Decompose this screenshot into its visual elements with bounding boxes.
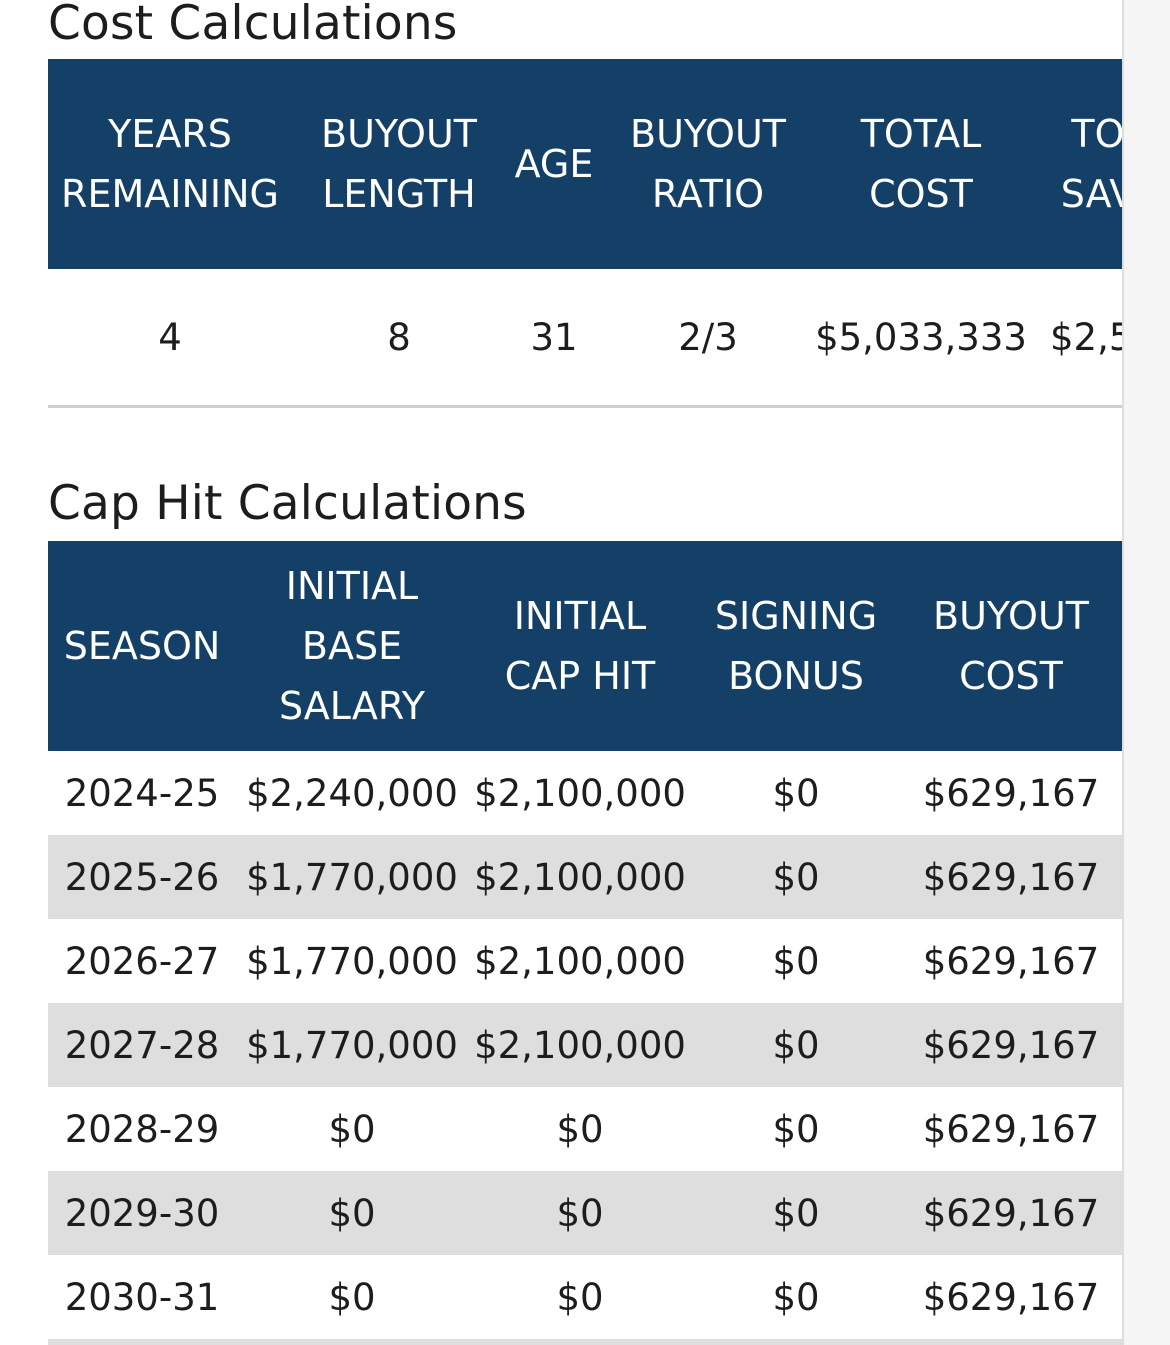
cell-initial-base-salary: $0 bbox=[328, 1275, 376, 1319]
cell-signing-bonus: $0 bbox=[772, 939, 820, 983]
cell-season: 2029-30 bbox=[64, 1191, 220, 1235]
cell-age: 31 bbox=[530, 315, 578, 359]
cell-initial-base-salary: $1,770,000 bbox=[246, 1023, 458, 1067]
col-header-initial-base-salary[interactable]: INITIAL BASE SALARY bbox=[278, 564, 426, 728]
cell-signing-bonus: $0 bbox=[772, 1191, 820, 1235]
cell-season: 2027-28 bbox=[64, 1023, 220, 1067]
cell-season: 2028-29 bbox=[64, 1107, 220, 1151]
table-row: 2026-27 $1,770,000 $2,100,000 $0 $629,16… bbox=[48, 919, 1122, 1003]
cell-initial-cap-hit: $2,100,000 bbox=[474, 771, 686, 815]
cell-buyout-cost: $629,167 bbox=[922, 1275, 1100, 1319]
cell-years-remaining: 4 bbox=[158, 315, 182, 359]
col-header-age[interactable]: AGE bbox=[514, 142, 594, 186]
section-divider bbox=[48, 405, 1122, 408]
col-header-buyout-ratio[interactable]: BUYOUT RATIO bbox=[630, 112, 786, 216]
cell-buyout-cost: $629,167 bbox=[922, 1023, 1100, 1067]
cell-season: 2026-27 bbox=[64, 939, 220, 983]
col-header-years-remaining[interactable]: YEARS REMAINING bbox=[61, 112, 279, 216]
cell-signing-bonus: $0 bbox=[772, 771, 820, 815]
cell-total-savings: $2,5 bbox=[1050, 315, 1122, 359]
cell-signing-bonus: $0 bbox=[772, 1023, 820, 1067]
col-header-initial-cap-hit[interactable]: INITIAL CAP HIT bbox=[504, 594, 656, 698]
cost-table-row: 4 8 31 2/3 $5,033,333 $2,5 bbox=[48, 269, 1122, 405]
cell-initial-cap-hit: $0 bbox=[556, 1107, 604, 1151]
cost-calculations-title: Cost Calculations bbox=[48, 0, 458, 51]
cap-hit-calculations-title: Cap Hit Calculations bbox=[48, 476, 527, 531]
cell-initial-base-salary: $1,770,000 bbox=[246, 855, 458, 899]
cell-buyout-cost: $629,167 bbox=[922, 1107, 1100, 1151]
cell-initial-cap-hit: $2,100,000 bbox=[474, 855, 686, 899]
cell-buyout-length: 8 bbox=[387, 315, 411, 359]
cell-initial-base-salary: $0 bbox=[328, 1107, 376, 1151]
cell-initial-cap-hit: $2,100,000 bbox=[474, 1023, 686, 1067]
col-header-buyout-length[interactable]: BUYOUT LENGTH bbox=[321, 112, 477, 216]
table-row: 2028-29 $0 $0 $0 $629,167 bbox=[48, 1087, 1122, 1171]
cell-season: 2030-31 bbox=[64, 1275, 220, 1319]
cell-initial-base-salary: $0 bbox=[328, 1191, 376, 1235]
table-row: 2025-26 $1,770,000 $2,100,000 $0 $629,16… bbox=[48, 835, 1122, 919]
cell-signing-bonus: $0 bbox=[772, 855, 820, 899]
cap-table-header: SEASON INITIAL BASE SALARY INITIAL CAP H… bbox=[48, 541, 1122, 751]
cost-table-header: YEARS REMAINING BUYOUT LENGTH AGE BUYOUT… bbox=[48, 59, 1122, 269]
cell-season: 2024-25 bbox=[64, 771, 220, 815]
col-header-season[interactable]: SEASON bbox=[63, 624, 221, 668]
table-row-partial bbox=[48, 1339, 1122, 1345]
cell-signing-bonus: $0 bbox=[772, 1275, 820, 1319]
cell-initial-cap-hit: $0 bbox=[556, 1191, 604, 1235]
table-row: 2030-31 $0 $0 $0 $629,167 bbox=[48, 1255, 1122, 1339]
cell-initial-cap-hit: $0 bbox=[556, 1275, 604, 1319]
cell-buyout-cost: $629,167 bbox=[922, 939, 1100, 983]
col-header-total-savings[interactable]: TO SAV bbox=[1060, 112, 1122, 216]
scroll-gutter bbox=[1122, 0, 1170, 1345]
col-header-buyout-cost[interactable]: BUYOUT COST bbox=[933, 594, 1089, 698]
cell-buyout-cost: $629,167 bbox=[922, 855, 1100, 899]
cell-season: 2025-26 bbox=[64, 855, 220, 899]
cell-initial-cap-hit: $2,100,000 bbox=[474, 939, 686, 983]
col-header-signing-bonus[interactable]: SIGNING BONUS bbox=[714, 594, 878, 698]
table-row: 2027-28 $1,770,000 $2,100,000 $0 $629,16… bbox=[48, 1003, 1122, 1087]
cell-initial-base-salary: $1,770,000 bbox=[246, 939, 458, 983]
col-header-total-cost[interactable]: TOTAL COST bbox=[860, 112, 982, 216]
cell-buyout-cost: $629,167 bbox=[922, 771, 1100, 815]
cell-initial-base-salary: $2,240,000 bbox=[246, 771, 458, 815]
cell-buyout-ratio: 2/3 bbox=[678, 315, 738, 359]
table-row: 2029-30 $0 $0 $0 $629,167 bbox=[48, 1171, 1122, 1255]
cell-buyout-cost: $629,167 bbox=[922, 1191, 1100, 1235]
cell-total-cost: $5,033,333 bbox=[815, 315, 1027, 359]
cell-signing-bonus: $0 bbox=[772, 1107, 820, 1151]
table-row: 2024-25 $2,240,000 $2,100,000 $0 $629,16… bbox=[48, 751, 1122, 835]
